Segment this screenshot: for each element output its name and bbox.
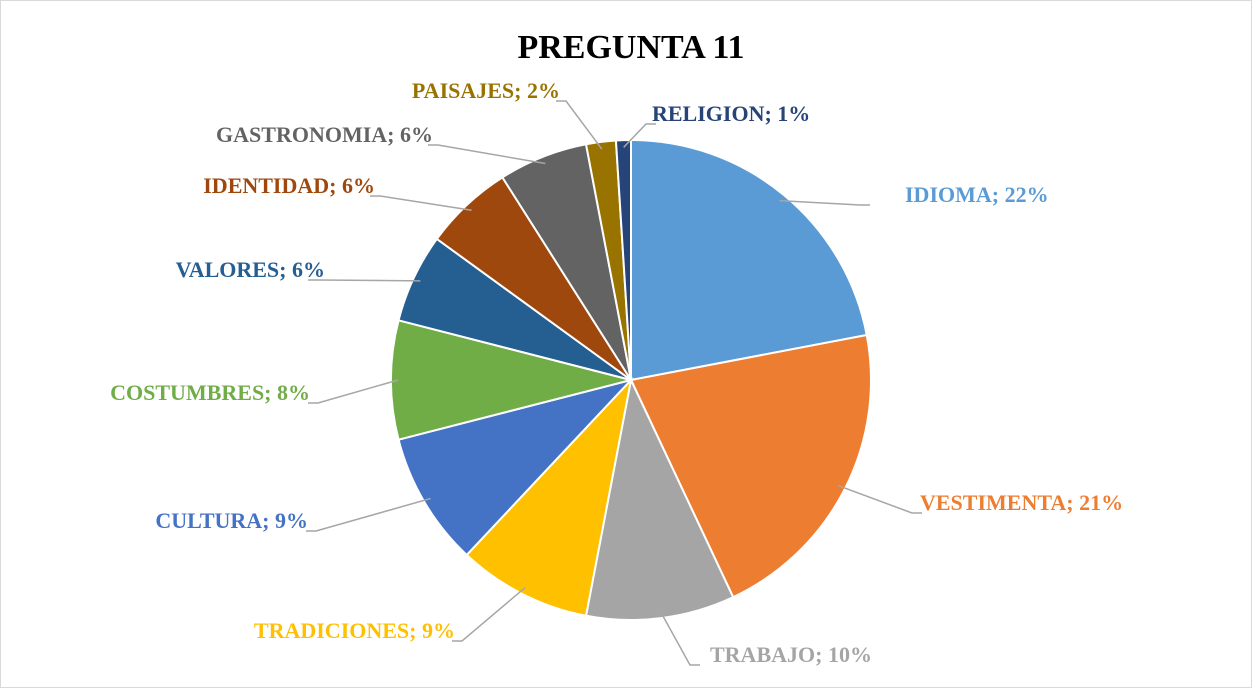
- leader-line: [308, 379, 399, 404]
- leader-line: [306, 497, 431, 532]
- chart-title: PREGUNTA 11: [517, 29, 744, 66]
- pie-slice: [390, 319, 632, 441]
- leader-line: [623, 123, 656, 148]
- leader-line: [308, 279, 421, 282]
- data-label: GASTRONOMIA; 6%: [216, 122, 433, 147]
- leader-line: [838, 484, 922, 514]
- pie-slice: [465, 376, 633, 617]
- data-label: VALORES; 6%: [176, 257, 325, 282]
- leader-line: [659, 610, 700, 666]
- leader-line: [556, 100, 603, 150]
- data-label: TRABAJO; 10%: [710, 642, 872, 667]
- data-label: RELIGION; 1%: [652, 101, 810, 126]
- data-label: COSTUMBRES; 8%: [110, 380, 310, 405]
- data-label: CULTURA; 9%: [155, 508, 308, 533]
- leader-line: [779, 199, 870, 206]
- pie-slice: [397, 378, 635, 557]
- leader-line: [452, 586, 526, 642]
- pie-slice: [584, 376, 735, 621]
- data-label: IDIOMA; 22%: [905, 182, 1049, 207]
- data-label: VESTIMENTA; 21%: [920, 490, 1123, 515]
- data-label: IDENTIDAD; 6%: [203, 173, 375, 198]
- leader-line: [370, 195, 472, 212]
- data-label: PAISAJES; 2%: [412, 78, 560, 103]
- data-label: TRADICIONES; 9%: [254, 618, 455, 643]
- pie-slice: [630, 138, 868, 382]
- pie-slice: [629, 333, 872, 599]
- leader-line: [428, 144, 546, 165]
